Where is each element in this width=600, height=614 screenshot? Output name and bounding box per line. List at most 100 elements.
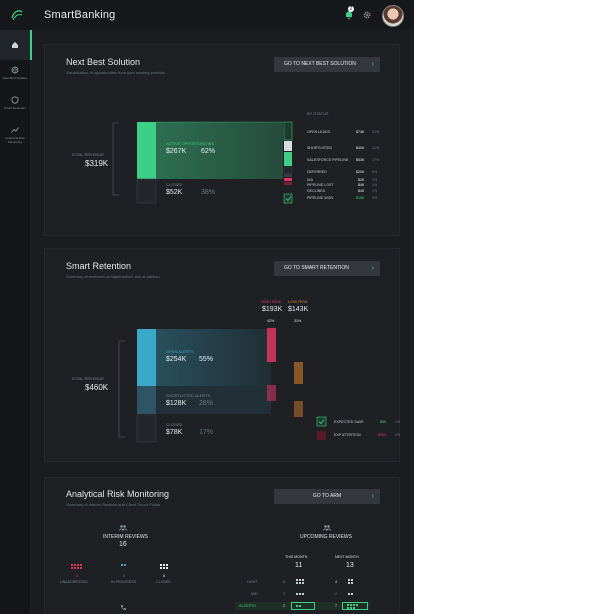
table-row[interactable]: IN-DEPTH 2 7 xyxy=(235,602,370,610)
sidebar-item-next-best-solution[interactable]: Next Best Solution xyxy=(0,62,30,90)
closed-bar xyxy=(136,178,157,204)
check-icon xyxy=(318,419,325,425)
low-risk-bar-shortlisted xyxy=(294,401,303,417)
button-label: GO TO SMART RETENTION xyxy=(284,265,349,271)
closed-label: CLOSED xyxy=(156,580,171,584)
closed-value: 6 xyxy=(163,574,165,578)
row-next-month: 7 xyxy=(335,604,337,608)
sidebar-item-smart-retention[interactable]: Smart Retention xyxy=(0,92,30,120)
high-risk-label: HIGH RISK xyxy=(261,299,282,304)
mid-next-dots-icon xyxy=(348,593,353,595)
chevron-right-icon: › xyxy=(371,265,374,272)
status-pct: 17% xyxy=(372,158,380,162)
sidebar: Next Best Solution Smart Retention Analy… xyxy=(0,30,32,614)
status-value: $2K xyxy=(358,178,365,182)
expected-save-indicator xyxy=(316,416,327,427)
in-progress-value: 2 xyxy=(123,574,125,578)
go-to-next-best-solution-button[interactable]: GO TO NEXT BEST SOLUTION › xyxy=(274,57,380,72)
notification-count-badge: 2 xyxy=(348,6,354,12)
gear-icon[interactable] xyxy=(362,10,372,20)
low-risk-value: $143K xyxy=(288,306,309,313)
status-value: $74K xyxy=(356,130,365,134)
phone-icon xyxy=(121,605,126,610)
active-opportunities-pct: 62% xyxy=(201,148,216,155)
status-pct: 1% xyxy=(372,178,378,182)
status-pct: 5% xyxy=(372,196,378,200)
status-name: SHORTLISTED xyxy=(307,146,333,150)
in-progress-label: IN PROGRESS xyxy=(111,580,136,584)
status-bar-na xyxy=(284,174,292,177)
card-title: Smart Retention xyxy=(66,261,132,271)
go-to-arm-button[interactable]: GO TO ARM › xyxy=(274,489,380,504)
open-alerts-value: $254K xyxy=(166,356,187,363)
chevron-right-icon: › xyxy=(371,493,374,500)
button-label: GO TO NEXT BEST SOLUTION xyxy=(284,61,356,67)
low-risk-pct: 31% xyxy=(294,319,302,323)
status-bar-open-leads xyxy=(283,121,293,141)
app-logo-icon[interactable] xyxy=(10,8,24,22)
shortlisted-alerts-label: SHORTLISTED ALERTS xyxy=(166,393,211,398)
low-risk-label: LOW RISK xyxy=(288,299,308,304)
this-month-value: 11 xyxy=(295,562,303,569)
status-name: N/A xyxy=(307,178,313,182)
sidebar-item-home[interactable] xyxy=(0,30,32,60)
by-status-label: BY STATUS xyxy=(307,111,329,116)
next-month-label: NEXT MONTH xyxy=(335,555,359,559)
status-bar-declined xyxy=(284,182,292,185)
card-subtitle: Summary of revenues at high/medium risk … xyxy=(66,274,160,279)
light-this-dots-icon xyxy=(296,579,304,584)
status-bar-salesforce xyxy=(284,152,292,166)
row-next-month: 4 xyxy=(335,580,337,584)
card-title: Next Best Solution xyxy=(66,57,141,67)
row-this-month: 6 xyxy=(283,580,285,584)
row-next-month: 2 xyxy=(335,592,337,596)
shortlisted-alerts-pct: 28% xyxy=(199,400,214,407)
status-pct: 12% xyxy=(372,146,380,150)
bell-icon[interactable] xyxy=(344,10,354,20)
status-pct: 1% xyxy=(372,183,378,187)
nbs-flow-graphic xyxy=(112,121,293,204)
user-avatar[interactable] xyxy=(382,5,404,27)
unaddressed-dots-icon xyxy=(71,564,82,569)
total-revenue-label: TOTAL REVENUE xyxy=(71,376,104,381)
status-bar-deferred xyxy=(283,166,293,174)
status-name: PIPELINE WON xyxy=(307,196,333,200)
card-subtitle: Summary of Interim Reviews and Client To… xyxy=(66,502,161,507)
closed-label: CLOSED xyxy=(166,422,183,427)
open-alerts-pct: 55% xyxy=(199,356,214,363)
total-revenue-value: $460K xyxy=(85,383,109,392)
shortlisted-bar xyxy=(137,386,156,414)
sidebar-item-label: Next Best Solution xyxy=(2,76,28,80)
expected-save-pct: 1% xyxy=(395,420,401,424)
status-pct: 6% xyxy=(372,170,378,174)
expected-save-label: EXPECTED SAVE xyxy=(334,420,364,424)
status-name: PIPELINE LOST xyxy=(307,183,334,187)
status-bar-shortlisted xyxy=(284,141,292,151)
status-value: $4K xyxy=(358,189,365,193)
unaddressed-value: 8 xyxy=(76,574,78,578)
high-risk-bar-shortlisted xyxy=(267,385,276,401)
this-month-label: THIS MONTH xyxy=(285,555,308,559)
status-name: SALESFORCE PIPELINE xyxy=(307,158,349,162)
active-opportunities-label: ACTIVE OPPORTUNITIES xyxy=(166,141,215,146)
closed-pct: 17% xyxy=(199,429,214,436)
status-pct: 23% xyxy=(372,130,380,134)
shortlisted-alerts-value: $128K xyxy=(166,400,187,407)
sidebar-item-analytical-risk-monitoring[interactable]: Analytical Risk Monitoring xyxy=(0,122,30,150)
open-alerts-label: OPEN ALERTS xyxy=(166,349,194,354)
home-icon xyxy=(12,42,18,48)
status-name: DEFERRED xyxy=(307,170,327,174)
go-to-smart-retention-button[interactable]: GO TO SMART RETENTION › xyxy=(274,261,380,276)
closed-pct: 38% xyxy=(201,189,216,196)
app-title: SmartBanking xyxy=(44,9,116,21)
row-name: IN-DEPTH xyxy=(239,604,256,608)
in-progress-dots-icon xyxy=(121,564,126,566)
closed-bar xyxy=(136,413,157,443)
next-best-solution-card: Next Best Solution Visualization of oppo… xyxy=(44,44,400,236)
closed-dots-icon xyxy=(160,564,168,569)
sr-flow-graphic xyxy=(118,328,327,443)
high-risk-bar xyxy=(267,328,276,362)
analytical-risk-monitoring-card: Analytical Risk Monitoring Summary of In… xyxy=(44,477,400,614)
next-month-value: 13 xyxy=(346,562,354,569)
globe-icon xyxy=(11,66,19,74)
